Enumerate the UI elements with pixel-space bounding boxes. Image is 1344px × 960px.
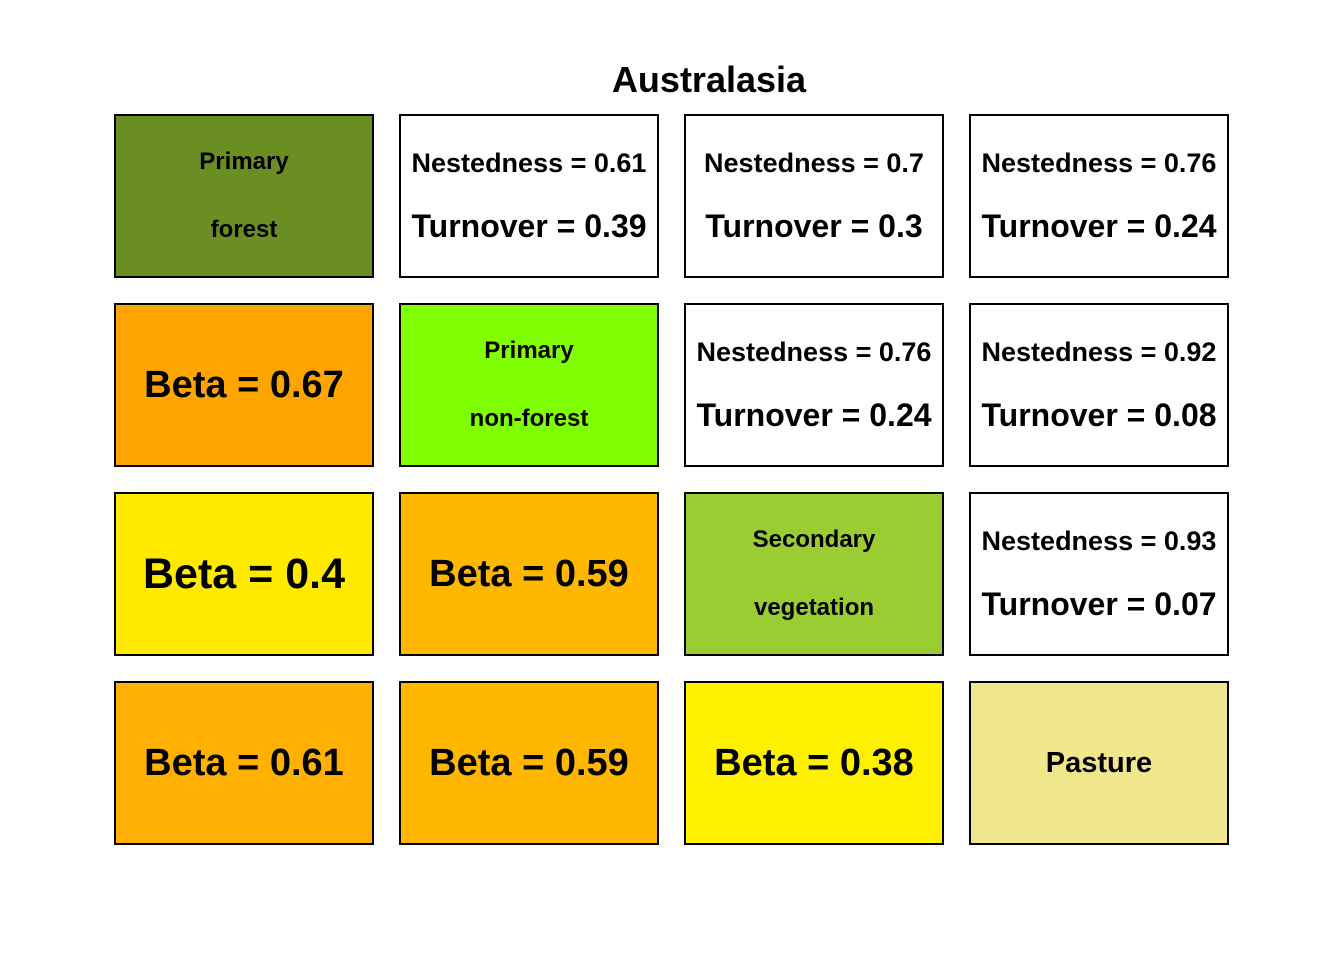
turnover-value-label: Turnover = 0.24 xyxy=(981,208,1217,244)
beta-value-label: Beta = 0.38 xyxy=(714,742,914,784)
habitat-label: Primary xyxy=(484,337,574,364)
nestedness-turnover-cell: Nestedness = 0.93 Turnover = 0.07 xyxy=(969,492,1229,656)
habitat-label: non-forest xyxy=(469,405,589,432)
habitat-label: Secondary xyxy=(752,526,876,553)
beta-value-label: Beta = 0.59 xyxy=(429,553,629,595)
nestedness-value-label: Nestedness = 0.61 xyxy=(411,148,647,178)
habitat-label: Pasture xyxy=(1045,747,1153,779)
turnover-value-label: Turnover = 0.07 xyxy=(981,586,1217,622)
nestedness-value-label: Nestedness = 0.93 xyxy=(981,526,1217,556)
beta-cell: Beta = 0.59 xyxy=(399,492,659,656)
turnover-value-label: Turnover = 0.24 xyxy=(696,397,932,433)
beta-diversity-matrix: Primary forest Nestedness = 0.61 Turnover =… xyxy=(114,114,1230,846)
beta-cell: Beta = 0.38 xyxy=(684,681,944,845)
nestedness-value-label: Nestedness = 0.76 xyxy=(981,148,1217,178)
nestedness-turnover-cell: Nestedness = 0.76 Turnover = 0.24 xyxy=(684,303,944,467)
nestedness-value-label: Nestedness = 0.92 xyxy=(981,337,1217,367)
habitat-cell-pasture: Pasture xyxy=(969,681,1229,845)
nestedness-turnover-cell: Nestedness = 0.76 Turnover = 0.24 xyxy=(969,114,1229,278)
nestedness-turnover-cell: Nestedness = 0.7 Turnover = 0.3 xyxy=(684,114,944,278)
beta-value-label: Beta = 0.59 xyxy=(429,742,629,784)
habitat-cell-secondary-vegetation: Secondary vegetation xyxy=(684,492,944,656)
turnover-value-label: Turnover = 0.08 xyxy=(981,397,1217,433)
beta-value-label: Beta = 0.67 xyxy=(144,364,344,406)
nestedness-turnover-cell: Nestedness = 0.61 Turnover = 0.39 xyxy=(399,114,659,278)
habitat-cell-primary-forest: Primary forest xyxy=(114,114,374,278)
beta-cell: Beta = 0.4 xyxy=(114,492,374,656)
chart-title: Australasia xyxy=(611,59,807,100)
turnover-value-label: Turnover = 0.39 xyxy=(411,208,647,244)
beta-cell: Beta = 0.67 xyxy=(114,303,374,467)
beta-value-label: Beta = 0.61 xyxy=(144,742,344,784)
nestedness-turnover-cell: Nestedness = 0.92 Turnover = 0.08 xyxy=(969,303,1229,467)
habitat-label: forest xyxy=(210,216,278,243)
nestedness-value-label: Nestedness = 0.7 xyxy=(704,148,924,178)
turnover-value-label: Turnover = 0.3 xyxy=(705,208,923,244)
beta-cell: Beta = 0.61 xyxy=(114,681,374,845)
habitat-label: Primary xyxy=(199,148,289,175)
habitat-cell-primary-non-forest: Primary non-forest xyxy=(399,303,659,467)
habitat-label: vegetation xyxy=(753,594,875,621)
nestedness-value-label: Nestedness = 0.76 xyxy=(696,337,932,367)
beta-cell: Beta = 0.59 xyxy=(399,681,659,845)
beta-value-label: Beta = 0.4 xyxy=(143,550,345,598)
